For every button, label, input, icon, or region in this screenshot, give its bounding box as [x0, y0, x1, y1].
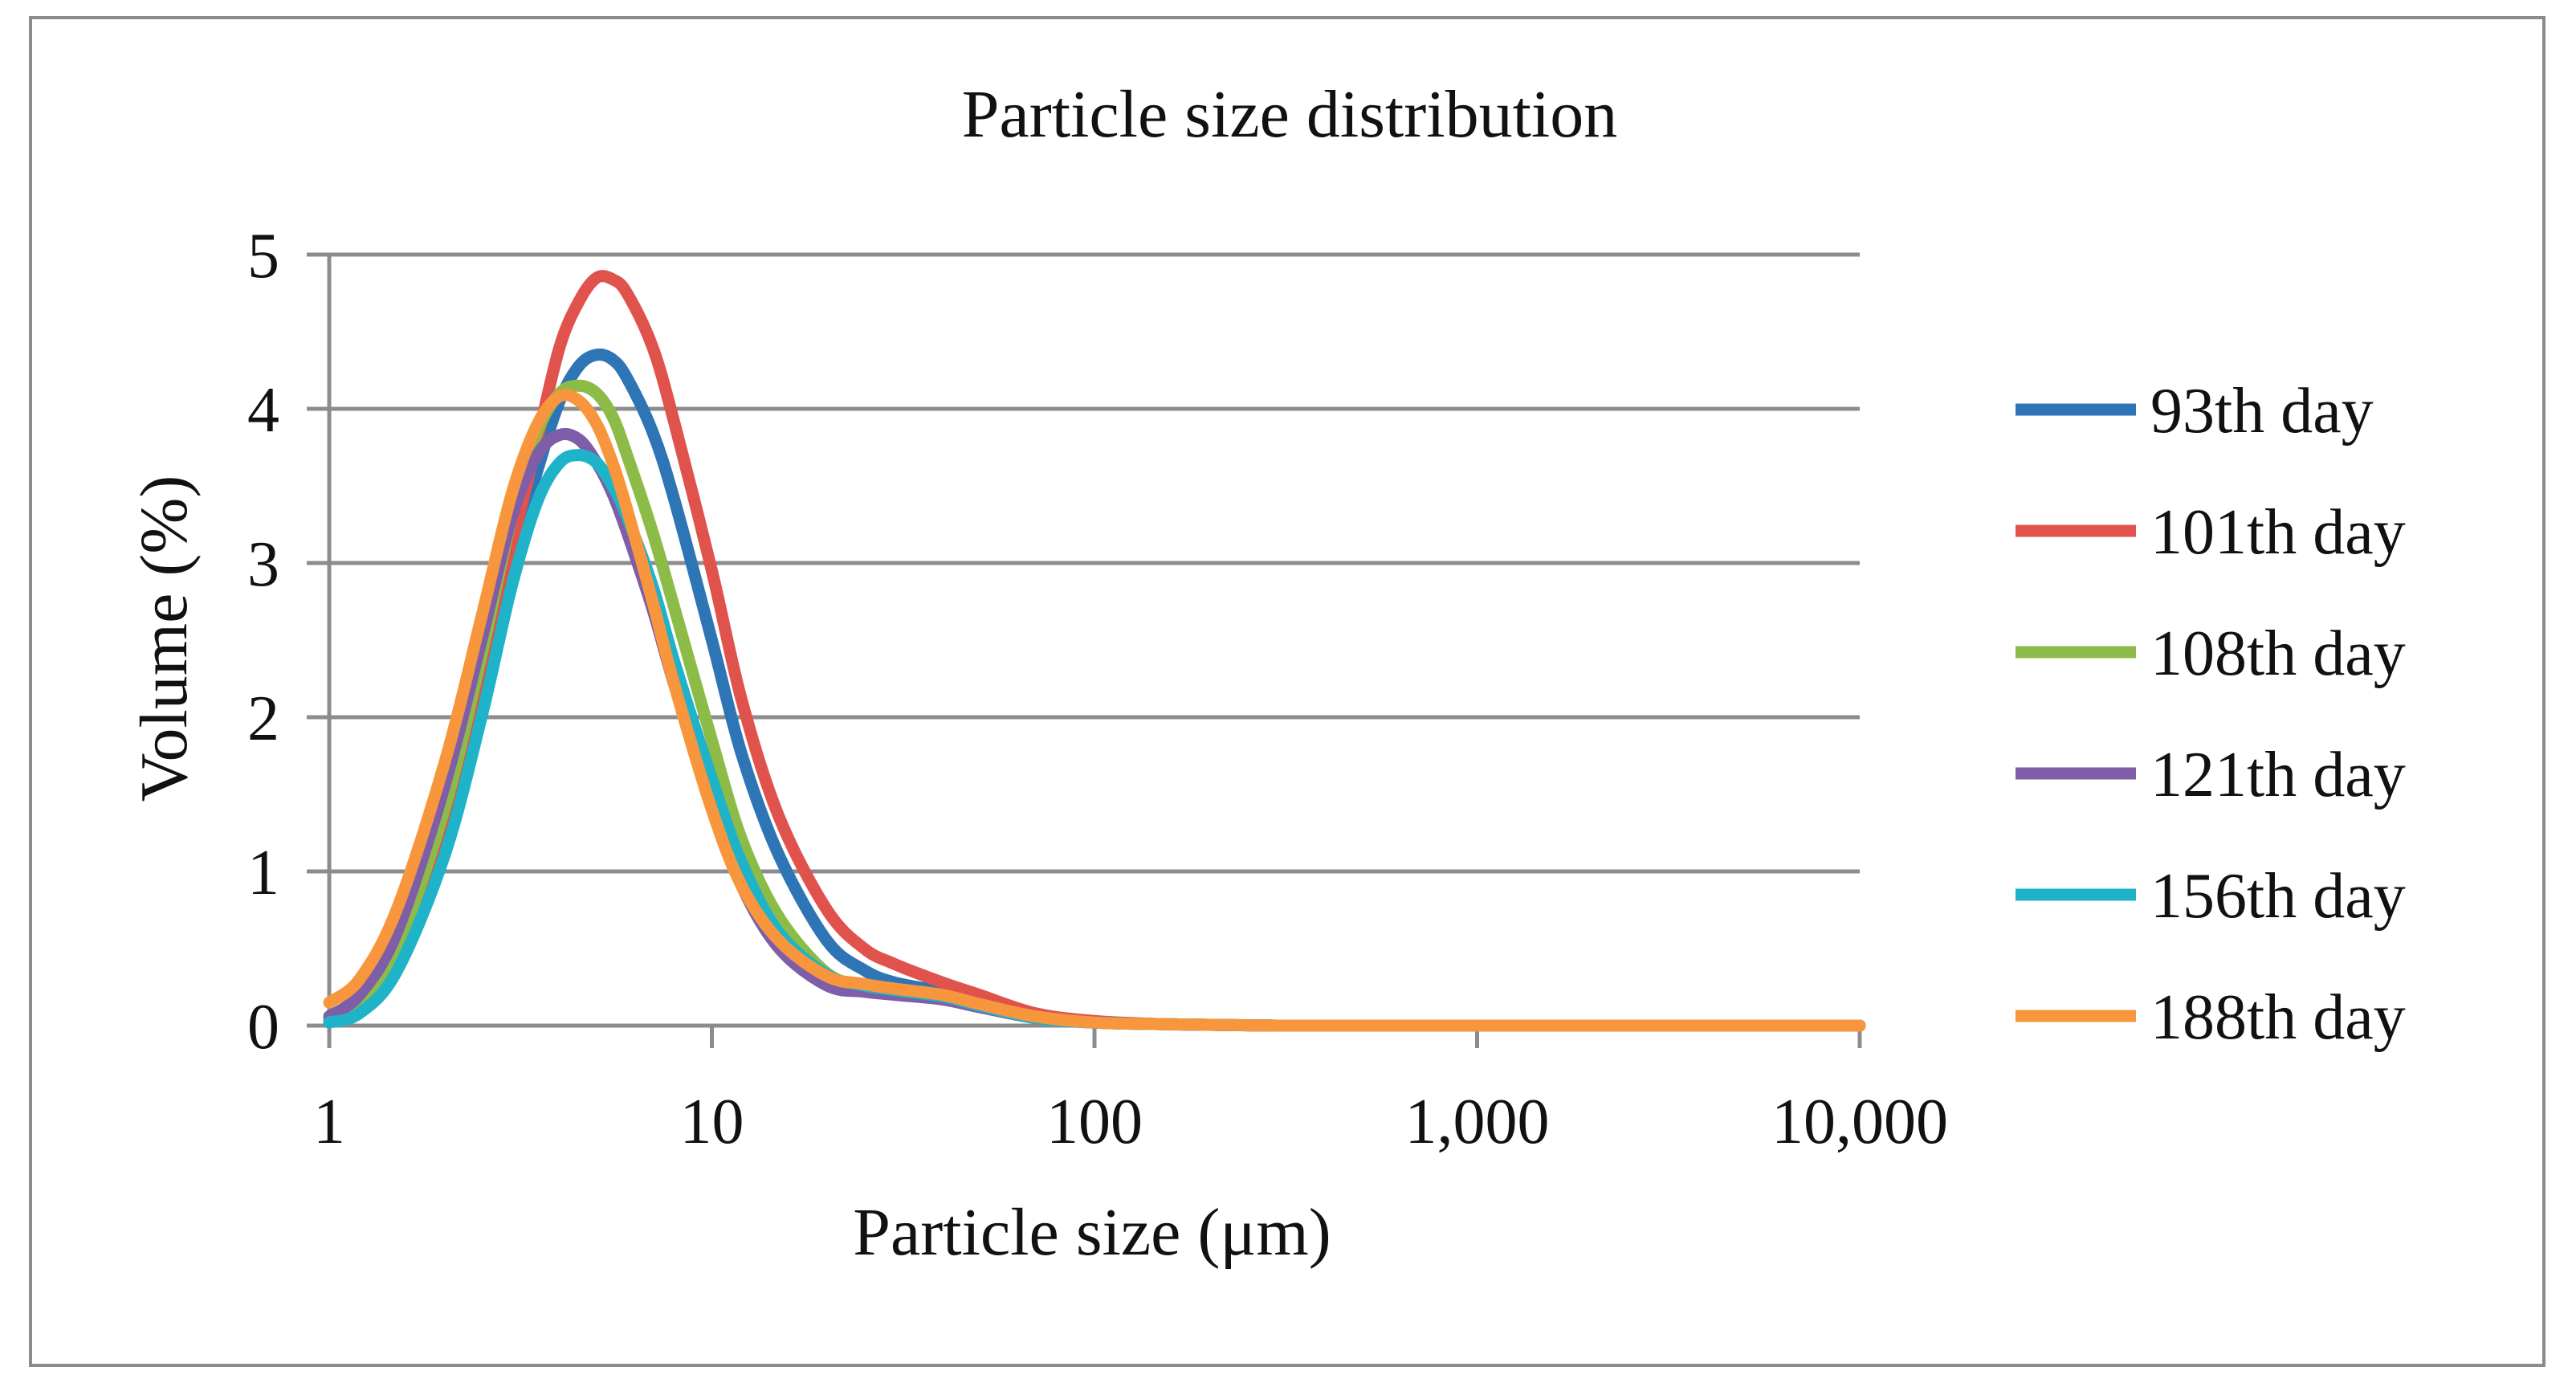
y-tick-label: 4: [247, 375, 279, 446]
x-tick-label: 10,000: [1771, 1087, 1948, 1157]
y-tick-label: 5: [247, 221, 279, 292]
legend: 93th day 101th day 108th day 121th day 156th…: [2016, 376, 2406, 1053]
series-layer: [323, 270, 1866, 1032]
x-tick-label: 100: [1046, 1087, 1143, 1157]
legend-label-156th-day: 156th day: [2150, 861, 2406, 932]
chart-frame: [29, 16, 2545, 1367]
y-tick-label: 2: [247, 683, 279, 754]
y-tick-label: 0: [247, 992, 279, 1063]
x-axis-label: Particle size (μm): [853, 1195, 1331, 1270]
grid-layer: [307, 252, 1860, 874]
legend-label-188th-day: 188th day: [2150, 982, 2406, 1053]
x-tick-label: 1: [313, 1087, 345, 1157]
x-tick-label: 10: [680, 1087, 744, 1157]
y-axis-label: Volume (%): [127, 475, 202, 802]
y-tick-label: 1: [247, 838, 279, 908]
legend-label-101th-day: 101th day: [2150, 497, 2406, 568]
legend-label-121th-day: 121th day: [2150, 740, 2406, 810]
legend-label-108th-day: 108th day: [2150, 618, 2406, 689]
series-line-188th-day: [323, 389, 1866, 1032]
chart-title: Particle size distribution: [962, 77, 1618, 152]
x-tick-label: 1,000: [1405, 1087, 1550, 1157]
legend-label-93th-day: 93th day: [2150, 376, 2374, 447]
y-tick-label: 3: [247, 529, 279, 600]
